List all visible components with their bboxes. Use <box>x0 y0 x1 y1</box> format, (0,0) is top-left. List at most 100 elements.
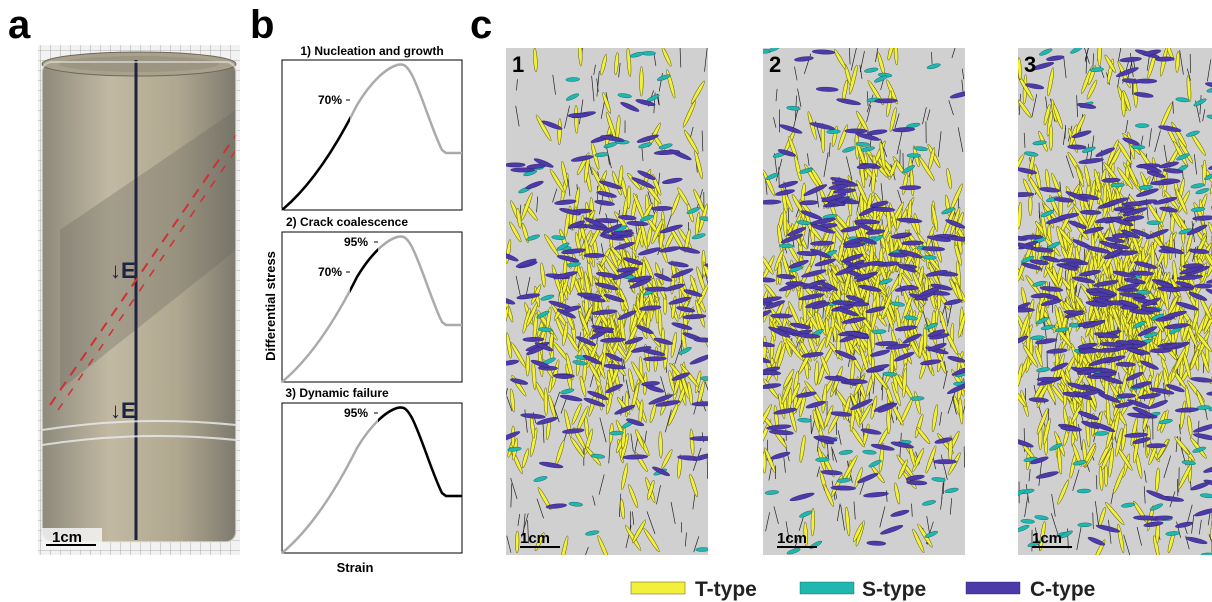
line-crack <box>1031 93 1038 118</box>
s-crack <box>1035 316 1049 325</box>
c-crack <box>1182 263 1204 269</box>
t-crack <box>886 90 892 117</box>
t-crack <box>1174 436 1190 455</box>
line-crack <box>527 520 529 544</box>
line-crack <box>591 75 595 102</box>
t-crack <box>955 282 964 304</box>
s-crack <box>842 146 856 153</box>
c-crack <box>671 322 693 330</box>
c-crack <box>1067 144 1087 150</box>
panel-label: c <box>470 3 492 47</box>
t-crack <box>561 161 568 187</box>
line-crack <box>506 388 508 399</box>
line-crack <box>947 300 953 327</box>
line-crack <box>690 126 694 137</box>
c-crack <box>1104 237 1125 243</box>
s-crack <box>906 122 921 129</box>
c-crack <box>853 273 875 280</box>
scale-label: 1cm <box>52 529 82 546</box>
t-crack <box>1096 238 1103 269</box>
t-crack <box>578 310 590 336</box>
line-crack <box>646 511 656 534</box>
c-crack <box>704 263 708 269</box>
c-crack <box>776 274 796 280</box>
c-crack <box>1124 432 1149 438</box>
c-crack <box>554 199 577 205</box>
c-crack <box>1020 234 1043 240</box>
line-crack <box>593 64 596 75</box>
t-crack <box>1018 388 1027 408</box>
t-crack <box>530 427 538 457</box>
line-crack <box>866 104 872 123</box>
t-crack <box>1043 418 1051 446</box>
s-crack <box>872 329 887 334</box>
line-crack <box>1202 109 1206 122</box>
c-crack <box>1188 292 1208 301</box>
line-crack <box>679 48 682 68</box>
c-crack <box>773 408 797 415</box>
line-crack <box>775 158 783 182</box>
s-crack <box>1193 98 1207 107</box>
s-crack <box>699 216 708 222</box>
c-crack <box>1165 384 1185 393</box>
t-crack <box>878 442 885 473</box>
c-crack <box>506 297 516 305</box>
c-crack <box>1124 215 1145 221</box>
line-crack <box>1191 514 1195 534</box>
c-crack <box>856 163 878 169</box>
t-crack <box>1108 447 1114 478</box>
t-crack <box>957 313 965 338</box>
c-crack <box>620 102 640 112</box>
c-crack <box>1132 515 1158 521</box>
t-crack <box>1175 51 1180 73</box>
t-crack <box>509 221 522 243</box>
s-crack <box>1192 446 1207 453</box>
c-crack <box>1067 382 1090 391</box>
s-crack <box>1040 324 1055 331</box>
line-crack <box>1204 408 1208 421</box>
s-crack <box>609 430 624 436</box>
c-crack <box>682 314 707 320</box>
c-crack <box>842 317 866 324</box>
curve-title: 2) Crack coalescence <box>286 215 408 229</box>
c-crack <box>654 273 673 282</box>
t-crack <box>647 480 655 501</box>
c-crack <box>1029 456 1049 465</box>
s-crack <box>797 417 812 423</box>
c-crack <box>525 180 544 190</box>
line-crack <box>516 79 518 91</box>
c-crack <box>629 278 652 289</box>
t-crack <box>849 64 858 95</box>
s-crack <box>538 327 553 332</box>
c-crack <box>1065 191 1089 202</box>
s-crack <box>1110 182 1125 188</box>
t-crack <box>506 306 509 334</box>
c-crack <box>1118 250 1138 256</box>
line-crack <box>510 477 518 500</box>
s-crack <box>913 146 928 152</box>
t-crack <box>1130 417 1138 447</box>
c-crack <box>860 428 882 435</box>
s-crack <box>860 146 875 152</box>
c-crack <box>643 356 667 362</box>
percent-label: 70% <box>318 93 342 107</box>
t-crack <box>888 160 898 180</box>
c-crack <box>545 503 567 509</box>
t-crack <box>543 387 548 416</box>
c-crack <box>1162 168 1183 174</box>
t-crack <box>1196 390 1206 411</box>
s-crack <box>1020 255 1035 263</box>
t-crack <box>661 48 672 67</box>
c-crack <box>1018 438 1034 448</box>
s-crack <box>695 547 708 552</box>
c-crack <box>947 355 965 363</box>
c-crack <box>828 184 849 190</box>
c-crack <box>638 247 661 256</box>
t-crack <box>1048 124 1053 151</box>
c-crack <box>1159 206 1178 213</box>
c-crack <box>1203 464 1212 473</box>
s-crack <box>1134 123 1150 128</box>
c-crack <box>1082 319 1106 329</box>
percent-label: 95% <box>344 235 368 249</box>
line-crack <box>641 147 644 161</box>
